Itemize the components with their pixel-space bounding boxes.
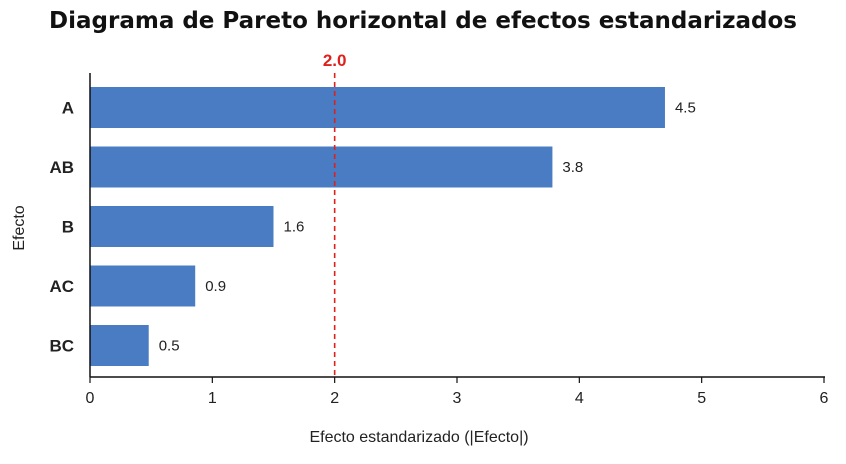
x-tick-label-2: 2: [330, 390, 339, 407]
chart-title: Diagrama de Pareto horizontal de efectos…: [49, 8, 797, 34]
data-label-bc: 0.5: [159, 338, 180, 355]
x-tick-label-1: 1: [208, 390, 217, 407]
x-tick-label-0: 0: [86, 390, 95, 407]
y-tick-label-ac: AC: [49, 277, 74, 296]
reference-line-label: 2.0: [323, 51, 347, 70]
bar-b: [90, 206, 274, 247]
y-axis-title: Efecto: [11, 205, 28, 250]
y-tick-label-b: B: [62, 218, 74, 237]
data-label-ac: 0.9: [205, 278, 226, 295]
data-label-ab: 3.8: [562, 159, 583, 176]
data-label-a: 4.5: [675, 100, 696, 117]
data-label-b: 1.6: [284, 219, 305, 236]
x-tick-label-4: 4: [575, 390, 584, 407]
bar-bc: [90, 325, 149, 366]
x-axis-title: Efecto estandarizado (|Efecto|): [309, 429, 528, 446]
bar-ac: [90, 265, 196, 307]
y-tick-label-ab: AB: [49, 158, 74, 177]
bar-ab: [90, 146, 553, 188]
bar-a: [90, 87, 665, 128]
y-tick-label-a: A: [62, 99, 74, 118]
y-tick-label-bc: BC: [49, 337, 74, 356]
x-tick-label-3: 3: [453, 390, 462, 407]
x-tick-label-6: 6: [820, 390, 829, 407]
x-tick-label-5: 5: [697, 390, 706, 407]
